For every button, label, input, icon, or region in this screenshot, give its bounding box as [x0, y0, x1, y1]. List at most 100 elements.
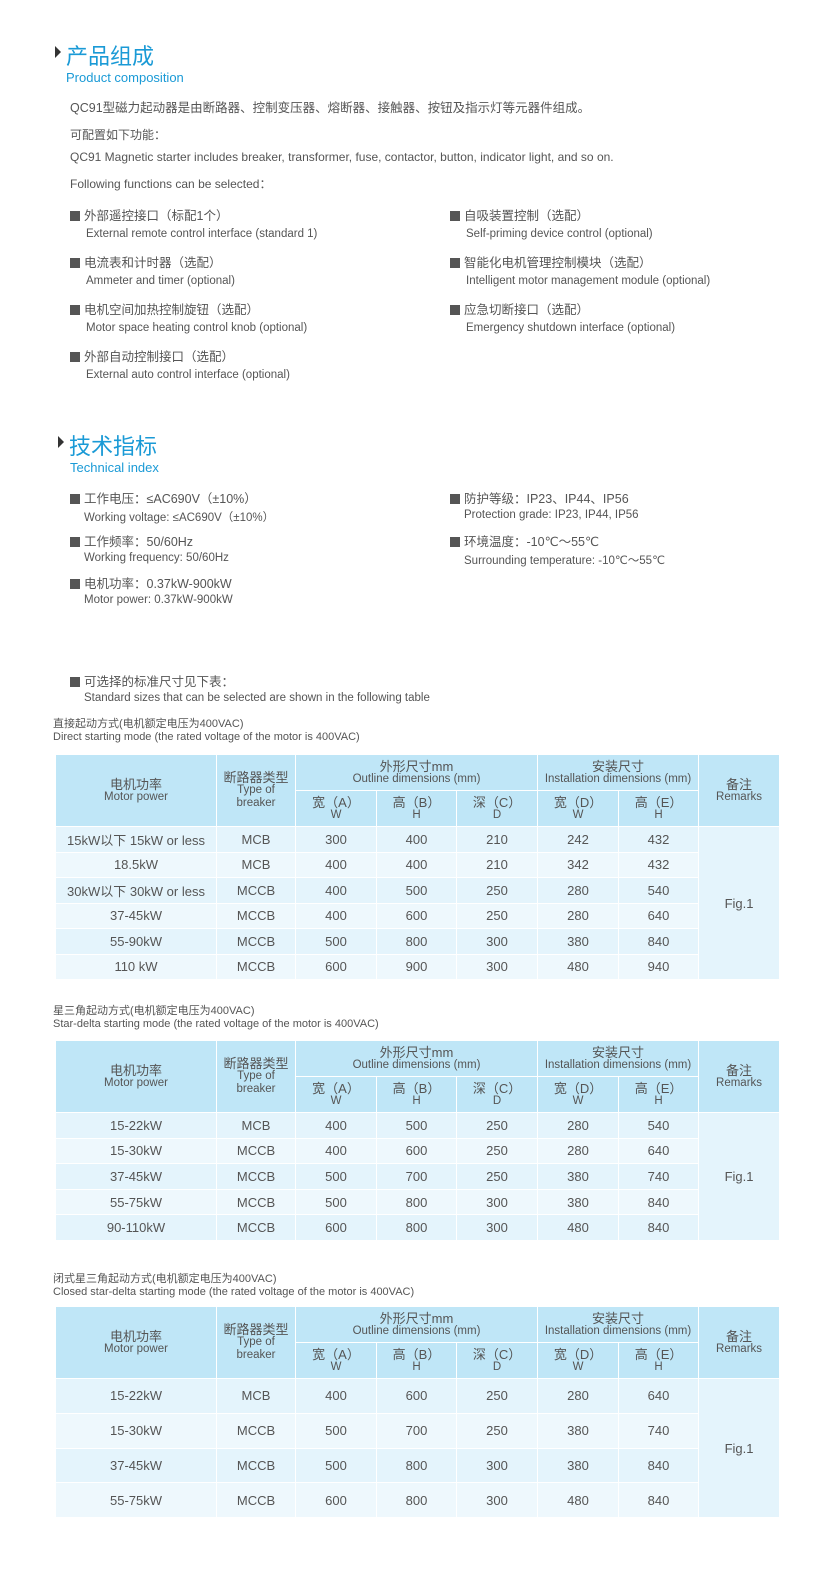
tech-zh: 电机功率：0.37kW-900kW — [84, 577, 232, 591]
table-cell: 250 — [455, 877, 539, 904]
feature-en: External remote control interface (stand… — [86, 228, 318, 240]
table-cell: 250 — [455, 1163, 539, 1190]
table-cell: 800 — [376, 1214, 457, 1241]
table-cell: 740 — [618, 1412, 700, 1449]
table-cell: 280 — [537, 1378, 620, 1414]
header-dim: 宽（D） W — [537, 1076, 620, 1113]
table-row: 37-45kW MCCB 400 600 250 280 640 — [55, 902, 780, 929]
section-subtitle: Technical index — [70, 460, 159, 475]
bullet-icon — [70, 305, 80, 315]
table-cell: 900 — [376, 953, 457, 980]
tech-zh: 环境温度：-10℃～55℃ — [464, 535, 600, 549]
table-cell: 400 — [295, 1378, 377, 1414]
table-cell: 110 kW — [55, 953, 217, 980]
table-cell: 840 — [618, 1482, 700, 1519]
table-cell: 800 — [376, 1482, 457, 1519]
tech-en: Motor power: 0.37kW-900kW — [84, 594, 233, 606]
table-cell: MCB — [216, 1112, 296, 1139]
feature-en: Self-priming device control (optional) — [466, 228, 653, 240]
feature-zh: 电流表和计时器（选配） — [84, 256, 222, 270]
table-cell: 400 — [295, 1137, 377, 1165]
table-cell: 300 — [455, 953, 539, 980]
paragraph: 可配置如下功能： — [70, 128, 167, 142]
table-cell: 380 — [537, 928, 620, 955]
table-cell: 250 — [455, 902, 539, 929]
table-cell: 600 — [376, 902, 457, 929]
table-row: 55-75kW MCCB 600 800 300 480 840 — [55, 1482, 780, 1519]
header-dim: 高（B） H — [376, 790, 457, 827]
table-cell: 55-75kW — [55, 1482, 217, 1519]
table-cell: 400 — [376, 826, 457, 853]
feature-zh: 外部遥控接口（标配1个） — [84, 209, 229, 223]
table-title-en: Direct starting mode (the rated voltage … — [53, 731, 360, 743]
header-dim: 高（B） H — [376, 1076, 457, 1113]
bullet-icon — [70, 494, 80, 504]
header-dim: 高（E） H — [618, 790, 700, 827]
feature-zh: 应急切断接口（选配） — [464, 303, 590, 317]
table-cell: 18.5kW — [55, 851, 217, 878]
table-row: 37-45kW MCCB 500 800 300 380 840 — [55, 1447, 780, 1484]
bullet-icon — [450, 211, 460, 221]
table-cell: 740 — [618, 1163, 700, 1190]
table-cell: 280 — [537, 1137, 620, 1165]
table-cell: 480 — [537, 953, 620, 980]
table-cell: 500 — [376, 877, 457, 904]
table-cell: 500 — [295, 1412, 377, 1449]
tech-item: 电机功率：0.37kW-900kW — [70, 573, 232, 592]
tech-zh: 工作电压：≤AC690V（±10%） — [84, 492, 257, 506]
table-cell: 840 — [618, 1214, 700, 1241]
table-cell: 600 — [295, 1482, 377, 1519]
table-cell: 55-90kW — [55, 928, 217, 955]
header-remarks: 备注 Remarks — [698, 1306, 781, 1379]
note-text: 可选择的标准尺寸见下表： — [84, 675, 235, 689]
header-dim: 深（C） D — [455, 790, 539, 827]
table-title-en: Closed star-delta starting mode (the rat… — [53, 1286, 415, 1298]
header-remarks: 备注 Remarks — [698, 754, 781, 827]
table-title-zh: 直接起动方式(电机额定电压为400VAC) — [53, 718, 244, 730]
table-cell: 800 — [376, 1188, 457, 1216]
feature-zh: 电机空间加热控制旋钮（选配） — [84, 303, 260, 317]
header-outline: 外形尺寸mm Outline dimensions (mm) — [294, 754, 539, 791]
table-cell: 640 — [618, 1378, 700, 1414]
table-cell: 280 — [537, 902, 620, 929]
table-cell: 800 — [376, 1447, 457, 1484]
section-arrow-icon — [58, 436, 64, 448]
table-cell: MCCB — [216, 902, 296, 929]
header-breaker: 断路器类型 Type of breaker — [216, 1306, 296, 1379]
header-dim: 宽（D） W — [537, 1342, 620, 1379]
feature-item: 智能化电机管理控制模块（选配） — [450, 252, 652, 271]
table-cell: 840 — [618, 1188, 700, 1216]
table-title-en: Star-delta starting mode (the rated volt… — [53, 1018, 379, 1030]
table-cell: 480 — [537, 1482, 620, 1519]
remarks-cell: Fig.1 — [698, 1112, 781, 1241]
table-cell: 300 — [455, 1482, 539, 1519]
table-cell: 600 — [295, 1214, 377, 1241]
bullet-icon — [70, 579, 80, 589]
feature-en: Motor space heating control knob (option… — [86, 322, 308, 334]
table-cell: MCB — [216, 826, 296, 853]
table-cell: 280 — [537, 877, 620, 904]
table-cell: 15-30kW — [55, 1412, 217, 1449]
table-cell: MCCB — [216, 1163, 296, 1190]
table-cell: 342 — [537, 851, 620, 878]
table-row: 37-45kW MCCB 500 700 250 380 740 — [55, 1163, 780, 1190]
table-cell: 480 — [537, 1214, 620, 1241]
header-dim: 深（C） D — [455, 1342, 539, 1379]
table-cell: 400 — [295, 877, 377, 904]
bullet-icon — [450, 258, 460, 268]
table-cell: 500 — [376, 1112, 457, 1139]
table-cell: 540 — [618, 1112, 700, 1139]
table-cell: 500 — [295, 1163, 377, 1190]
tech-item: 防护等级：IP23、IP44、IP56 — [450, 488, 629, 507]
table-cell: 500 — [295, 1188, 377, 1216]
table-cell: 940 — [618, 953, 700, 980]
note-zh: 可选择的标准尺寸见下表： — [70, 671, 234, 690]
header-dim: 宽（D） W — [537, 790, 620, 827]
table-cell: 380 — [537, 1412, 620, 1449]
remarks-cell: Fig.1 — [698, 1377, 781, 1519]
feature-zh: 智能化电机管理控制模块（选配） — [464, 256, 652, 270]
dimensions-table: 电机功率 Motor power 断路器类型 Type of breaker 外形尺寸… — [55, 754, 781, 980]
table-cell: 300 — [455, 928, 539, 955]
table-cell: 37-45kW — [55, 1163, 217, 1190]
table-cell: MCCB — [216, 1412, 296, 1449]
